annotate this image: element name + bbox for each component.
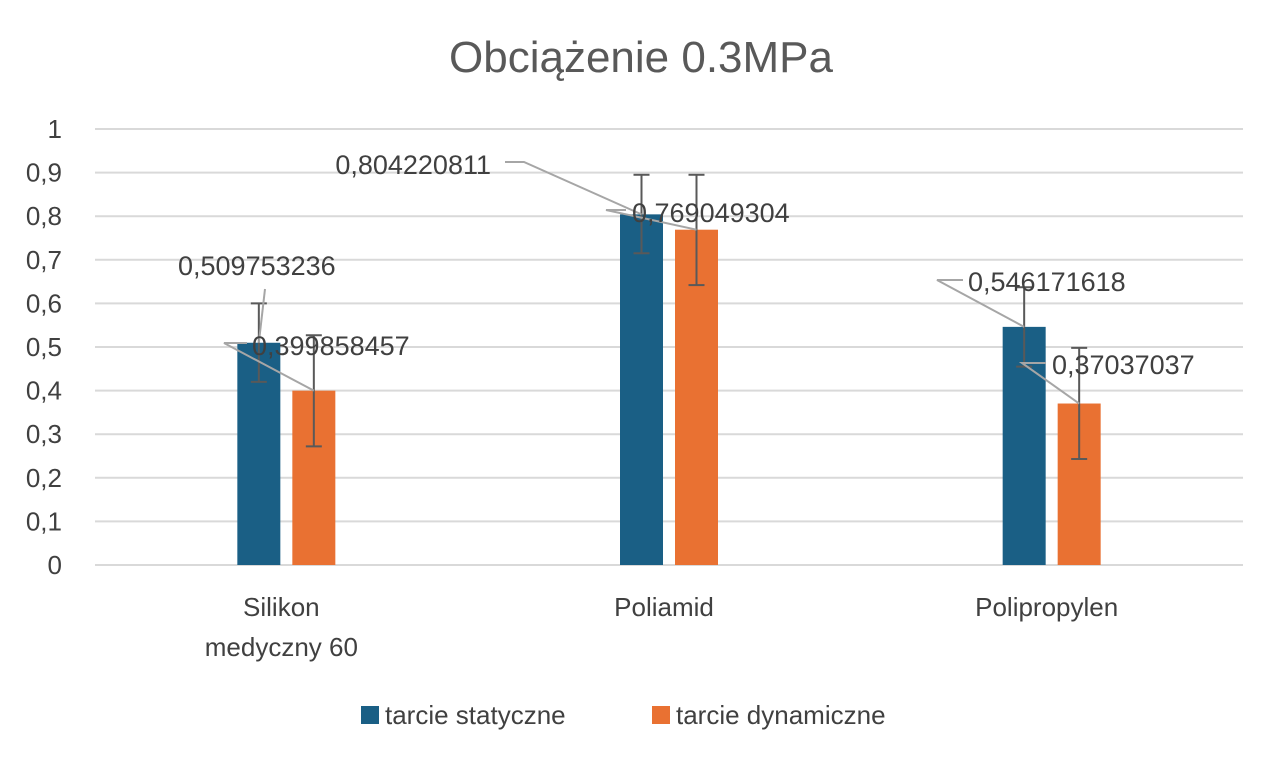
x-category-label: Silikon <box>243 592 320 622</box>
y-tick-label: 0,2 <box>26 463 62 493</box>
y-tick-label: 0,9 <box>26 158 62 188</box>
legend-item-tarcie-statyczne[interactable]: tarcie statyczne <box>361 700 566 730</box>
legend[interactable]: tarcie statyczne tarcie dynamiczne <box>361 700 886 730</box>
y-tick-label: 0 <box>48 550 62 580</box>
legend-swatch <box>652 706 670 724</box>
label-leaders <box>223 161 1080 405</box>
gridlines <box>95 128 1243 566</box>
legend-swatch <box>361 706 379 724</box>
legend-item-tarcie-dynamiczne[interactable]: tarcie dynamiczne <box>652 700 886 730</box>
data-label: 0,804220811 <box>335 150 491 180</box>
y-tick-label: 1 <box>48 114 62 144</box>
data-label: 0,37037037 <box>1052 350 1195 380</box>
y-tick-label: 0,1 <box>26 506 62 536</box>
x-category-label: Polipropylen <box>975 592 1118 622</box>
data-label: 0,546171618 <box>968 267 1126 297</box>
data-label: 0,509753236 <box>178 251 336 281</box>
label-leader <box>257 288 266 343</box>
chart-title: Obciążenie 0.3MPa <box>449 33 834 82</box>
x-category-label: medyczny 60 <box>205 632 358 662</box>
label-leader <box>1018 362 1080 405</box>
x-category-label: Poliamid <box>614 592 714 622</box>
y-tick-label: 0,3 <box>26 419 62 449</box>
data-label: 0,399858457 <box>252 331 410 361</box>
y-tick-label: 0,5 <box>26 332 62 362</box>
data-labels: 0,509753236 0,804220811 0,546171618 0,39985… <box>178 150 1195 380</box>
label-leader <box>936 279 1025 328</box>
label-leader <box>605 209 697 231</box>
legend-label: tarcie statyczne <box>385 700 566 730</box>
bars <box>237 214 1101 565</box>
y-tick-label: 0,8 <box>26 201 62 231</box>
legend-label: tarcie dynamiczne <box>676 700 886 730</box>
y-tick-label: 0,7 <box>26 245 62 275</box>
x-axis-categories: Silikon medyczny 60 Poliamid Polipropylen <box>205 592 1118 662</box>
bar-tarcie-statyczne[interactable] <box>620 214 663 565</box>
y-axis-ticks: 0 0,1 0,2 0,3 0,4 0,5 0,6 0,7 0,8 0,9 1 <box>26 114 62 580</box>
label-leader <box>505 161 642 216</box>
y-tick-label: 0,4 <box>26 376 62 406</box>
label-leader <box>223 342 315 392</box>
data-label: 0,769049304 <box>632 198 790 228</box>
y-tick-label: 0,6 <box>26 288 62 318</box>
